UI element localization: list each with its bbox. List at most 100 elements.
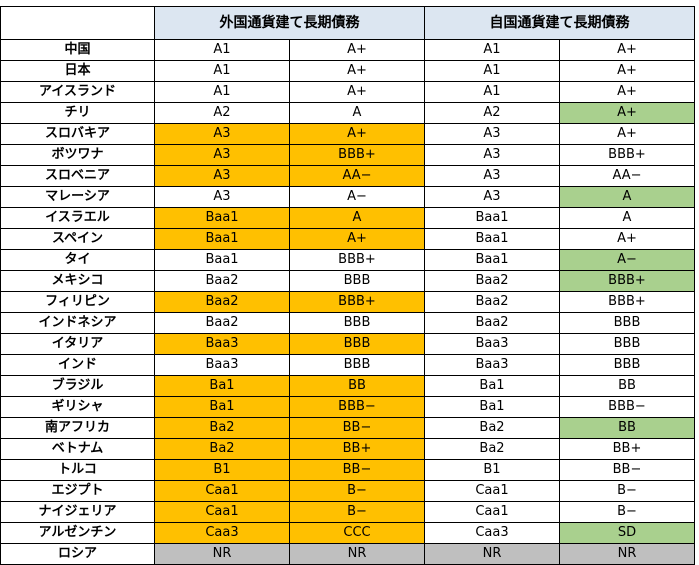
- domestic-rating-1-cell: A1: [424, 60, 560, 82]
- domestic-rating-1-cell: A2: [424, 102, 560, 124]
- foreign-rating-2-cell: BBB: [289, 354, 425, 376]
- table-row: タイ Baa1 BBB+ Baa1 A−: [0, 249, 695, 271]
- foreign-rating-1-cell: A3: [154, 165, 290, 187]
- domestic-rating-1-cell: A1: [424, 81, 560, 103]
- foreign-rating-1-cell: A1: [154, 39, 290, 61]
- foreign-rating-1-cell: Ba2: [154, 438, 290, 460]
- country-cell: イスラエル: [0, 207, 155, 229]
- header-corner-cell: [0, 6, 155, 40]
- foreign-rating-2-cell: A: [289, 207, 425, 229]
- domestic-rating-1-cell: A3: [424, 144, 560, 166]
- domestic-rating-2-cell: B−: [559, 480, 695, 502]
- domestic-rating-2-cell: BBB: [559, 312, 695, 334]
- country-cell: インド: [0, 354, 155, 376]
- country-cell: エジプト: [0, 480, 155, 502]
- country-cell: トルコ: [0, 459, 155, 481]
- domestic-rating-1-cell: A3: [424, 186, 560, 208]
- foreign-rating-1-cell: Baa1: [154, 249, 290, 271]
- table-row: ベトナム Ba2 BB+ Ba2 BB+: [0, 438, 695, 460]
- domestic-rating-1-cell: Baa2: [424, 312, 560, 334]
- country-cell: インドネシア: [0, 312, 155, 334]
- foreign-rating-1-cell: A2: [154, 102, 290, 124]
- header-row: 外国通貨建て長期債務 自国通貨建て長期債務: [0, 6, 695, 40]
- domestic-rating-2-cell: BB+: [559, 438, 695, 460]
- country-cell: スロベニア: [0, 165, 155, 187]
- foreign-rating-1-cell: Baa3: [154, 333, 290, 355]
- domestic-rating-2-cell: BB−: [559, 459, 695, 481]
- ratings-table: 外国通貨建て長期債務 自国通貨建て長期債務 中国 A1 A+ A1 A+ 日本 A1 A+ A1…: [0, 6, 695, 565]
- domestic-rating-1-cell: Caa3: [424, 522, 560, 544]
- country-cell: ベトナム: [0, 438, 155, 460]
- foreign-rating-2-cell: A+: [289, 123, 425, 145]
- table-row: ギリシャ Ba1 BBB− Ba1 BBB−: [0, 396, 695, 418]
- table-row: インドネシア Baa2 BBB Baa2 BBB: [0, 312, 695, 334]
- country-cell: マレーシア: [0, 186, 155, 208]
- country-cell: アルゼンチン: [0, 522, 155, 544]
- foreign-rating-2-cell: BBB: [289, 312, 425, 334]
- table-row: ブラジル Ba1 BB Ba1 BB: [0, 375, 695, 397]
- foreign-rating-1-cell: Baa2: [154, 270, 290, 292]
- domestic-rating-2-cell: BBB+: [559, 144, 695, 166]
- country-cell: タイ: [0, 249, 155, 271]
- domestic-rating-2-cell: BB: [559, 417, 695, 439]
- table-row: メキシコ Baa2 BBB Baa2 BBB+: [0, 270, 695, 292]
- foreign-rating-2-cell: BBB: [289, 270, 425, 292]
- foreign-rating-2-cell: BBB+: [289, 291, 425, 313]
- foreign-rating-2-cell: A+: [289, 39, 425, 61]
- foreign-rating-2-cell: B−: [289, 501, 425, 523]
- domestic-rating-1-cell: Caa1: [424, 501, 560, 523]
- table-row: アイスランド A1 A+ A1 A+: [0, 81, 695, 103]
- country-cell: イタリア: [0, 333, 155, 355]
- country-cell: メキシコ: [0, 270, 155, 292]
- table-row: フィリピン Baa2 BBB+ Baa2 BBB+: [0, 291, 695, 313]
- country-cell: 中国: [0, 39, 155, 61]
- domestic-rating-2-cell: NR: [559, 543, 695, 565]
- foreign-rating-1-cell: Baa2: [154, 291, 290, 313]
- table-row: ボツワナ A3 BBB+ A3 BBB+: [0, 144, 695, 166]
- domestic-rating-1-cell: A1: [424, 39, 560, 61]
- domestic-rating-2-cell: A+: [559, 123, 695, 145]
- domestic-rating-1-cell: Baa2: [424, 291, 560, 313]
- table-row: イスラエル Baa1 A Baa1 A: [0, 207, 695, 229]
- table-row: 中国 A1 A+ A1 A+: [0, 39, 695, 61]
- domestic-rating-2-cell: BBB: [559, 333, 695, 355]
- table-row: スロバキア A3 A+ A3 A+: [0, 123, 695, 145]
- foreign-rating-2-cell: BB: [289, 375, 425, 397]
- foreign-rating-2-cell: BB−: [289, 459, 425, 481]
- domestic-rating-2-cell: A: [559, 186, 695, 208]
- table-row: エジプト Caa1 B− Caa1 B−: [0, 480, 695, 502]
- foreign-rating-2-cell: BBB+: [289, 144, 425, 166]
- domestic-rating-1-cell: Baa3: [424, 354, 560, 376]
- table-row: スロベニア A3 AA− A3 AA−: [0, 165, 695, 187]
- foreign-rating-1-cell: Baa1: [154, 228, 290, 250]
- domestic-rating-1-cell: NR: [424, 543, 560, 565]
- domestic-rating-2-cell: BBB+: [559, 291, 695, 313]
- table-row: マレーシア A3 A− A3 A: [0, 186, 695, 208]
- foreign-rating-1-cell: A3: [154, 123, 290, 145]
- domestic-rating-2-cell: AA−: [559, 165, 695, 187]
- domestic-rating-1-cell: Baa1: [424, 207, 560, 229]
- foreign-rating-2-cell: A+: [289, 60, 425, 82]
- foreign-rating-1-cell: Baa2: [154, 312, 290, 334]
- table-row: トルコ B1 BB− B1 BB−: [0, 459, 695, 481]
- domestic-rating-2-cell: BB: [559, 375, 695, 397]
- foreign-rating-2-cell: BBB−: [289, 396, 425, 418]
- table-row: ナイジェリア Caa1 B− Caa1 B−: [0, 501, 695, 523]
- table-row: インド Baa3 BBB Baa3 BBB: [0, 354, 695, 376]
- domestic-rating-1-cell: Baa1: [424, 249, 560, 271]
- table-row: チリ A2 A A2 A+: [0, 102, 695, 124]
- country-cell: ナイジェリア: [0, 501, 155, 523]
- foreign-rating-1-cell: Caa1: [154, 501, 290, 523]
- domestic-rating-2-cell: A+: [559, 81, 695, 103]
- domestic-rating-2-cell: A+: [559, 228, 695, 250]
- country-cell: 日本: [0, 60, 155, 82]
- foreign-rating-1-cell: A3: [154, 186, 290, 208]
- foreign-rating-2-cell: CCC: [289, 522, 425, 544]
- country-cell: ブラジル: [0, 375, 155, 397]
- header-foreign-currency: 外国通貨建て長期債務: [154, 6, 425, 40]
- table-row: ロシア NR NR NR NR: [0, 543, 695, 565]
- table-body: 中国 A1 A+ A1 A+ 日本 A1 A+ A1 A+ アイスランド A1 A+ A1 A+ チリ A2 A A…: [0, 39, 695, 565]
- table-row: 南アフリカ Ba2 BB− Ba2 BB: [0, 417, 695, 439]
- foreign-rating-1-cell: Ba1: [154, 396, 290, 418]
- foreign-rating-1-cell: Ba2: [154, 417, 290, 439]
